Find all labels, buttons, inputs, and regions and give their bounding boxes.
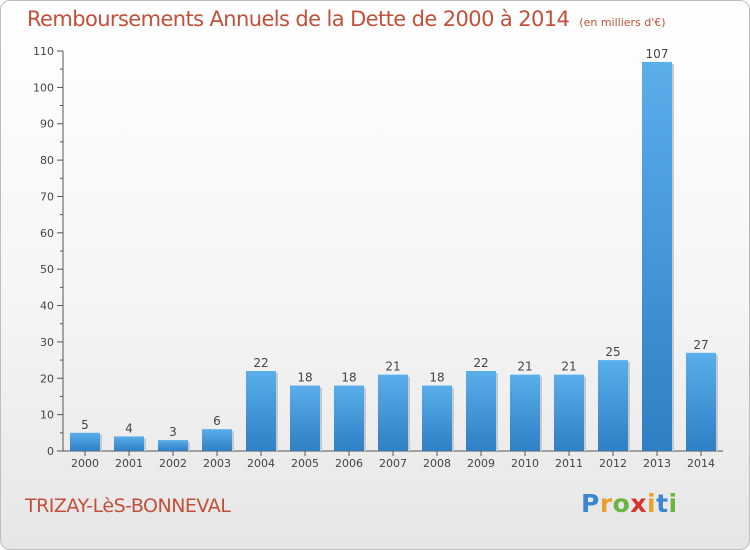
y-tick-label: 40 (40, 300, 54, 313)
logo-letter: o (612, 489, 631, 518)
x-tick-label: 2004 (247, 457, 275, 470)
bar-2009 (466, 371, 496, 451)
bar-2003 (202, 429, 232, 451)
x-tick-label: 2001 (115, 457, 143, 470)
x-tick-label: 2000 (71, 457, 99, 470)
bar-value-label: 27 (693, 338, 708, 352)
bar-2010 (510, 374, 540, 451)
bar-2006 (334, 385, 364, 451)
bar-value-label: 22 (473, 356, 488, 370)
bar-2008 (422, 385, 452, 451)
x-tick-label: 2002 (159, 457, 187, 470)
y-tick-label: 10 (40, 409, 54, 422)
logo-letter: P (581, 489, 600, 518)
x-tick-label: 2010 (511, 457, 539, 470)
x-tick-label: 2005 (291, 457, 319, 470)
y-tick-label: 30 (40, 336, 54, 349)
bar-2004 (246, 371, 276, 451)
y-tick-label: 50 (40, 263, 54, 276)
logo-letter: x (630, 489, 647, 518)
y-tick-label: 80 (40, 154, 54, 167)
bar-value-label: 107 (646, 47, 669, 61)
x-tick-label: 2008 (423, 457, 451, 470)
x-tick-label: 2011 (555, 457, 583, 470)
bar-value-label: 6 (213, 414, 221, 428)
bar-2001 (114, 436, 144, 451)
commune-name: TRIZAY-LèS-BONNEVAL (25, 495, 231, 517)
bar-2007 (378, 374, 408, 451)
x-tick-label: 2006 (335, 457, 363, 470)
y-tick-label: 100 (33, 81, 54, 94)
bar-2005 (290, 385, 320, 451)
x-tick-label: 2009 (467, 457, 495, 470)
y-tick-label: 60 (40, 227, 54, 240)
logo-letter: i (647, 489, 657, 518)
chart-subtitle: (en milliers d'€) (579, 16, 666, 29)
bar-value-label: 18 (341, 371, 356, 385)
chart-title: Remboursements Annuels de la Dette de 20… (27, 7, 666, 31)
logo-letter: i (668, 489, 678, 518)
chart-title-text: Remboursements Annuels de la Dette de 20… (27, 7, 570, 31)
bar-value-label: 5 (81, 418, 89, 432)
bar-2011 (554, 374, 584, 451)
bar-value-label: 21 (561, 360, 576, 374)
bar-2014 (686, 352, 716, 451)
y-tick-label: 0 (47, 445, 54, 458)
bar-2013 (642, 61, 672, 452)
bar-2002 (158, 440, 188, 451)
logo-letter: t (656, 489, 669, 518)
y-tick-label: 20 (40, 372, 54, 385)
y-tick-label: 110 (33, 45, 54, 58)
x-tick-label: 2014 (687, 457, 715, 470)
x-tick-label: 2007 (379, 457, 407, 470)
bar-value-label: 18 (429, 371, 444, 385)
bar-2000 (70, 432, 100, 451)
x-tick-label: 2013 (643, 457, 671, 470)
bar-2012 (598, 360, 628, 451)
x-tick-label: 2003 (203, 457, 231, 470)
x-tick-label: 2012 (599, 457, 627, 470)
bar-value-label: 21 (385, 360, 400, 374)
bar-value-label: 18 (297, 371, 312, 385)
y-tick-label: 90 (40, 118, 54, 131)
y-tick-label: 70 (40, 190, 54, 203)
bar-value-label: 21 (517, 360, 532, 374)
logo-letter: r (599, 489, 613, 518)
bar-value-label: 3 (169, 425, 177, 439)
bar-value-label: 4 (125, 421, 133, 435)
bar-value-label: 25 (605, 345, 620, 359)
proxiti-logo: Proxiti (581, 489, 678, 518)
bar-value-label: 22 (253, 356, 268, 370)
